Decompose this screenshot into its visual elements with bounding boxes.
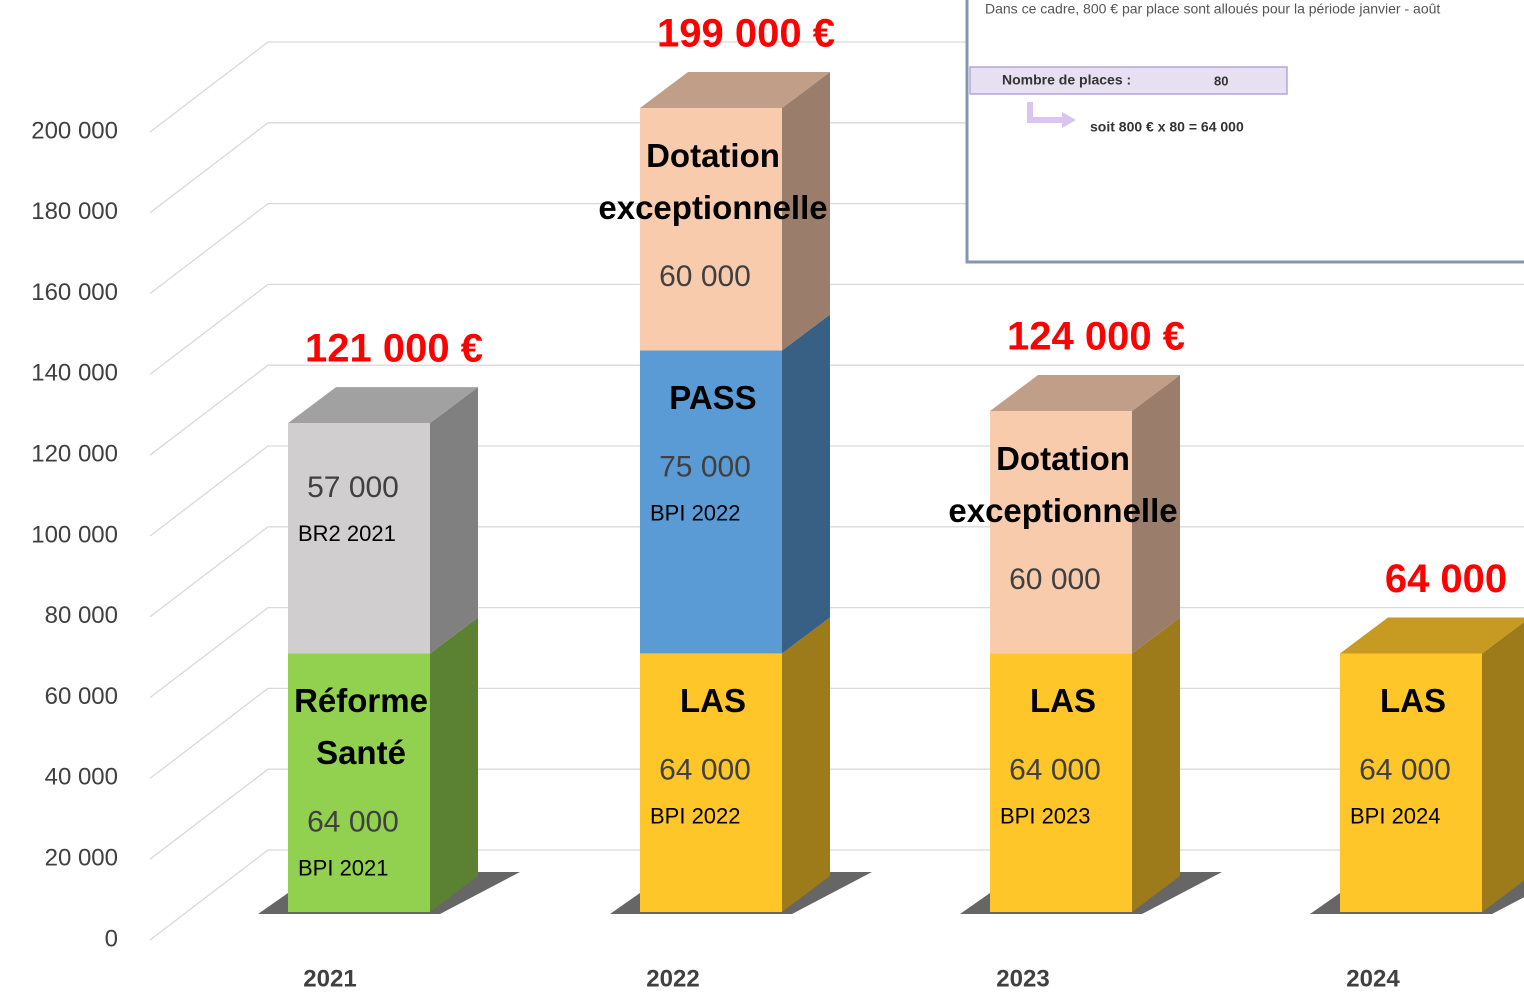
bar-segment <box>640 350 782 654</box>
places-label: Nombre de places : <box>1002 72 1131 88</box>
bar-side <box>782 72 830 351</box>
segment-title: Santé <box>316 734 406 771</box>
value-label: 64 000 <box>659 753 751 786</box>
inset: Dans ce cadre, 800 € par place sont allo… <box>965 0 1524 264</box>
bar-side <box>1132 375 1180 654</box>
value-label: 60 000 <box>659 260 751 293</box>
bar-top <box>990 375 1180 412</box>
bar-side <box>782 314 830 654</box>
segment-title: Dotation <box>996 440 1130 477</box>
total-label: 124 000 € <box>1007 315 1185 359</box>
bar-segment <box>990 653 1132 912</box>
value-label: 75 000 <box>659 450 751 483</box>
bar-segment <box>640 108 782 351</box>
bar-segment <box>990 411 1132 654</box>
arrow-head <box>1062 112 1076 128</box>
segment-source: BR2 2021 <box>298 521 396 546</box>
inset-box <box>965 0 1524 264</box>
total-label: 199 000 € <box>657 12 835 56</box>
y-tick-label: 120 000 <box>31 441 118 468</box>
y-tick-label: 200 000 <box>31 117 118 144</box>
bar-segment <box>288 423 430 654</box>
bar-top <box>1340 617 1524 654</box>
bar-segment <box>288 653 430 912</box>
bar-segment <box>1340 653 1482 912</box>
bar-side <box>1132 617 1180 912</box>
segment-source: BPI 2022 <box>650 500 741 525</box>
arrow <box>1027 102 1062 123</box>
segment-title: LAS <box>680 682 746 719</box>
value-label: 64 000 <box>1009 753 1101 786</box>
bar-side <box>1482 621 1524 912</box>
value-label: 57 000 <box>307 471 399 504</box>
plot: 0 20 000 40 000 60 000 80 000 100 000 120 000 1… <box>31 12 1524 992</box>
y-tick-label: 160 000 <box>31 279 118 306</box>
total-label: 64 000 <box>1385 557 1507 601</box>
segment-source: BPI 2023 <box>1000 803 1091 828</box>
x-tick-label: 2024 <box>1346 965 1400 992</box>
inset-note: Dans ce cadre, 800 € par place sont allo… <box>985 1 1440 17</box>
y-tick-label: 60 000 <box>45 683 118 710</box>
y-tick-label: 140 000 <box>31 360 118 387</box>
x-tick-label: 2022 <box>646 965 699 992</box>
value-label: 64 000 <box>307 805 399 838</box>
x-tick-label: 2021 <box>303 965 356 992</box>
y-tick-label: 80 000 <box>45 602 118 629</box>
x-tick-label: 2023 <box>996 965 1049 992</box>
bar-top <box>640 72 830 109</box>
segment-source: BPI 2024 <box>1350 803 1441 828</box>
segment-title: Réforme <box>294 682 428 719</box>
segment-title: Dotation <box>646 137 780 174</box>
segment-title: LAS <box>1030 682 1096 719</box>
bar-side <box>782 617 830 912</box>
segment-source: BPI 2021 <box>298 855 389 880</box>
y-tick-label: 0 <box>105 925 118 952</box>
y-tick-label: 180 000 <box>31 198 118 225</box>
places-box <box>969 66 1288 95</box>
y-tick-label: 40 000 <box>45 764 118 791</box>
grid-line <box>149 364 1524 456</box>
segment-title: exceptionnelle <box>598 189 827 226</box>
value-label: 60 000 <box>1009 563 1101 596</box>
places-value: 80 <box>1214 73 1228 88</box>
segment-title: PASS <box>669 379 756 416</box>
bar-top <box>288 387 478 424</box>
total-label: 121 000 € <box>305 327 483 371</box>
bar-side <box>430 617 478 912</box>
y-tick-label: 100 000 <box>31 521 118 548</box>
grid-line <box>149 283 1524 375</box>
segment-title: exceptionnelle <box>948 492 1177 529</box>
bar-segment <box>640 653 782 912</box>
segment-title: LAS <box>1380 682 1446 719</box>
calculation: soit 800 € x 80 = 64 000 <box>1090 119 1244 135</box>
y-tick-label: 20 000 <box>45 845 118 872</box>
bar-side <box>430 387 478 654</box>
value-label: 64 000 <box>1359 753 1451 786</box>
segment-source: BPI 2022 <box>650 803 741 828</box>
